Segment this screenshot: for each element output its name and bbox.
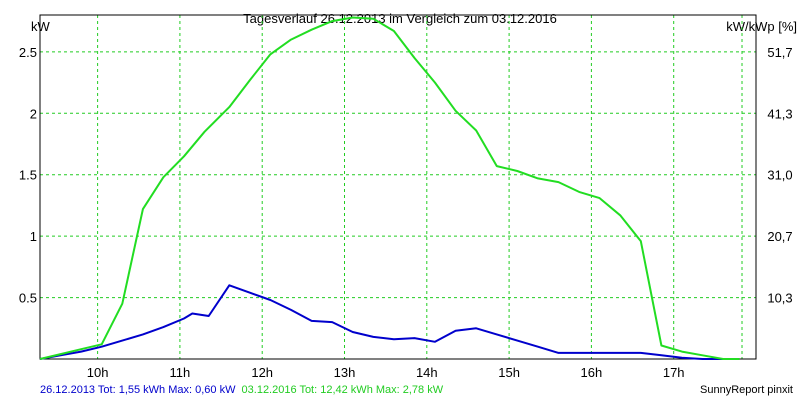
legend-series-26-12-2013: 26.12.2013 Tot: 1,55 kWh Max: 0,60 kW (40, 384, 236, 396)
y-tick-label-right: 20,7 (767, 229, 792, 244)
y-tick-label-right: 10,3 (767, 291, 792, 306)
grid-lines (40, 15, 756, 359)
x-tick-label: 15h (498, 365, 520, 380)
y-tick-label-left: 2 (30, 106, 37, 121)
legend-series-03-12-2016: 03.12.2016 Tot: 12,42 kWh Max: 2,78 kW (242, 384, 444, 396)
x-tick-label: 14h (416, 365, 438, 380)
plot-border (39, 14, 757, 360)
plot-frame (39, 14, 757, 360)
y-tick-label-left: 1 (30, 229, 37, 244)
y-tick-label-right: 51,7 (767, 45, 792, 60)
brand-label: SunnyReport pinxit (700, 384, 793, 396)
tick-labels: 10h 11h 12h 13h 14h 15h 16h 17h 0.5 1 1.5 2 2.5 10,3 2… (19, 45, 793, 380)
y-tick-label-right: 31,0 (767, 168, 792, 183)
x-tick-label: 10h (87, 365, 109, 380)
y-tick-label-left: 0.5 (19, 291, 37, 306)
y-tick-label-left: 1.5 (19, 168, 37, 183)
x-tick-label: 12h (251, 365, 273, 380)
x-tick-label: 13h (334, 365, 356, 380)
y-axis-left-label: kW (31, 19, 51, 34)
y-axis-right-label: kW/kWp [%] (726, 19, 797, 34)
footer-legend: 26.12.2013 Tot: 1,55 kWh Max: 0,60 kW 03… (40, 384, 444, 396)
y-tick-label-right: 41,3 (767, 106, 792, 121)
chart-title: Tagesverlauf 26.12.2013 im Vergleich zum… (243, 11, 557, 26)
x-tick-label: 11h (170, 365, 191, 380)
x-tick-label: 17h (663, 365, 685, 380)
series-lines (39, 16, 740, 360)
series-line-26-12-2013 (39, 284, 740, 360)
series-line-03-12-2016 (39, 16, 740, 360)
y-tick-label-left: 2.5 (19, 45, 37, 60)
x-tick-label: 16h (581, 365, 603, 380)
